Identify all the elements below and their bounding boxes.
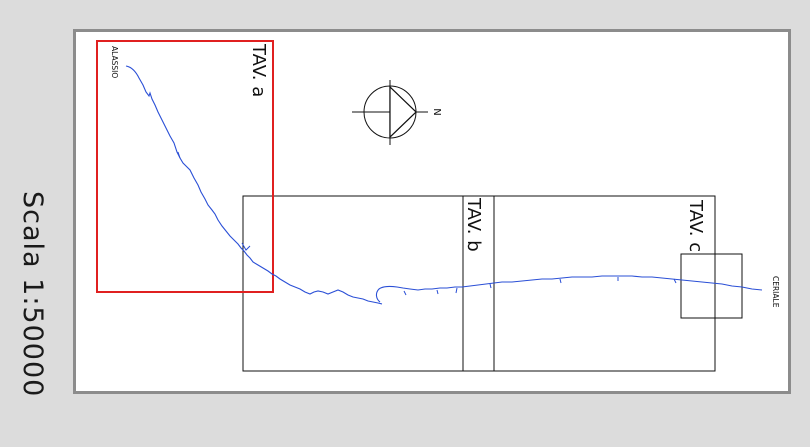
coastline-detail xyxy=(177,151,677,296)
place-label-alassio: ALASSIO xyxy=(110,46,119,78)
sheet-frame-tav-a[interactable] xyxy=(96,40,274,293)
north-label: N xyxy=(431,108,442,115)
sheet-label-tav-b: TAV. b xyxy=(463,197,484,252)
coastline-path xyxy=(125,65,383,305)
sheet-label-tav-c: TAV. c xyxy=(685,199,706,252)
sheet-label-tav-a: TAV. a xyxy=(248,43,269,97)
compass-north-icon xyxy=(352,80,428,145)
coastline-bay xyxy=(375,275,763,303)
map-sheet xyxy=(73,29,791,394)
sheet-frame-tav-c[interactable] xyxy=(680,253,743,319)
place-label-ceriale: CERIALE xyxy=(771,276,780,308)
